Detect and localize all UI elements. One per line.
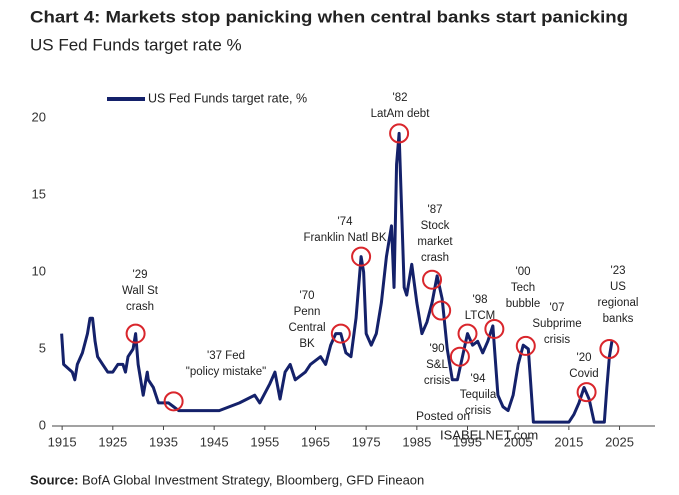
chart-title: Chart 4: Markets stop panicking when cen… (30, 7, 628, 26)
annotation: '87 (428, 204, 443, 216)
annotation: S&L (426, 359, 448, 371)
annotation: Subprime (532, 318, 581, 330)
annotation: regional (598, 297, 639, 309)
annotation: crisis (424, 375, 450, 387)
x-tick-label: 1995 (453, 434, 482, 449)
annotation: '98 (473, 294, 488, 306)
x-tick-label: 1925 (98, 434, 127, 449)
x-tick-label: 1955 (250, 434, 279, 449)
annotation: Tech (511, 282, 535, 294)
annotation: '94 (471, 373, 487, 385)
event-circle (457, 323, 478, 344)
chart-subtitle: US Fed Funds target rate % (30, 35, 242, 54)
annotation: LatAm debt (371, 108, 431, 120)
watermark: ISABELNET.com (440, 427, 538, 442)
x-tick-label: 2025 (605, 434, 634, 449)
y-tick-label: 10 (32, 263, 46, 278)
annotation: US (610, 281, 626, 293)
annotation: crisis (544, 334, 570, 346)
annotation: banks (603, 313, 634, 325)
annotation: Penn (294, 306, 321, 318)
annotation: '07 (550, 302, 565, 314)
event-circle (163, 391, 184, 412)
watermark: Posted on (416, 409, 470, 423)
annotation: crash (126, 301, 154, 313)
y-tick-label: 20 (32, 109, 46, 124)
annotation: bubble (506, 298, 541, 310)
annotation: '00 (516, 266, 531, 278)
annotation: '74 (338, 216, 354, 228)
annotation: Central (288, 322, 325, 334)
source-label: Source: (30, 472, 78, 487)
y-tick-label: 5 (39, 340, 46, 355)
annotation: '23 (611, 265, 626, 277)
annotation: "policy mistake" (186, 366, 266, 378)
event-circle (576, 382, 597, 403)
annotation: market (417, 236, 453, 248)
x-tick-label: 1965 (301, 434, 330, 449)
y-tick-label: 15 (32, 186, 46, 201)
annotation: Stock (421, 220, 450, 232)
annotation: '82 (393, 92, 408, 104)
x-tick-label: 1945 (200, 434, 229, 449)
annotation: Wall St (122, 285, 159, 297)
annotation: '29 (133, 269, 148, 281)
annotation: crisis (465, 405, 491, 417)
x-tick-label: 2015 (554, 434, 583, 449)
annotation: Covid (569, 368, 598, 380)
annotation: Franklin Natl BK (303, 232, 386, 244)
event-circle (515, 335, 536, 356)
annotation: LTCM (465, 310, 495, 322)
source: BofA Global Investment Strategy, Bloombe… (82, 472, 424, 487)
annotation: crash (421, 252, 449, 264)
legend-label: US Fed Funds target rate, % (148, 91, 307, 105)
event-circle (330, 323, 351, 344)
event-circle (351, 246, 372, 267)
x-tick-label: 2005 (504, 434, 533, 449)
annotation: '20 (577, 352, 592, 364)
event-circle (125, 323, 146, 344)
event-circle (599, 339, 620, 359)
x-tick-label: 1915 (48, 434, 77, 449)
event-circle (422, 269, 443, 290)
y-tick-label: 0 (39, 417, 46, 432)
x-tick-label: 1985 (402, 434, 431, 449)
x-tick-label: 1975 (352, 434, 381, 449)
event-circle (389, 123, 410, 144)
event-circle (484, 318, 505, 339)
event-circle (449, 346, 470, 367)
series-line (60, 131, 614, 424)
annotation: BK (299, 338, 315, 350)
annotation: '37 Fed (207, 350, 245, 362)
event-circle (431, 300, 452, 321)
x-tick-label: 1935 (149, 434, 178, 449)
annotation: Tequila (460, 389, 497, 401)
annotation: '70 (300, 290, 315, 302)
annotation: '90 (430, 343, 445, 355)
